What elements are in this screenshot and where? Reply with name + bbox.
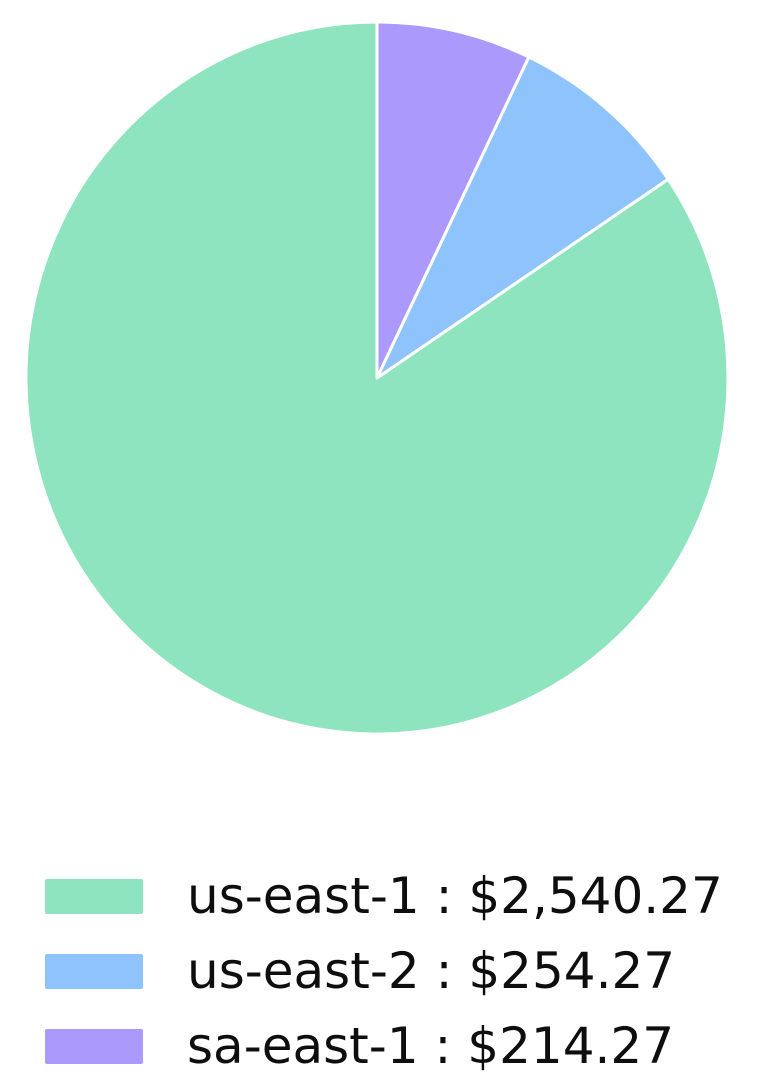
- legend-label: us-east-1 : $2,540.27: [187, 867, 723, 925]
- legend-item: sa-east-1 : $214.27: [45, 1020, 723, 1072]
- pie-chart: [24, 20, 730, 736]
- legend-label: us-east-2 : $254.27: [187, 942, 676, 1000]
- pie-slice-us-east-2: [375, 55, 670, 380]
- pie-slice-sa-east-1: [375, 20, 531, 380]
- legend-item: us-east-2 : $254.27: [45, 945, 723, 997]
- legend: us-east-1 : $2,540.27 us-east-2 : $254.2…: [45, 870, 723, 1072]
- legend-label: sa-east-1 : $214.27: [187, 1017, 675, 1075]
- legend-swatch: [45, 953, 143, 989]
- legend-item: us-east-1 : $2,540.27: [45, 870, 723, 922]
- legend-swatch: [45, 1028, 143, 1064]
- legend-swatch: [45, 878, 143, 914]
- pie-slice-us-east-1: [24, 20, 730, 736]
